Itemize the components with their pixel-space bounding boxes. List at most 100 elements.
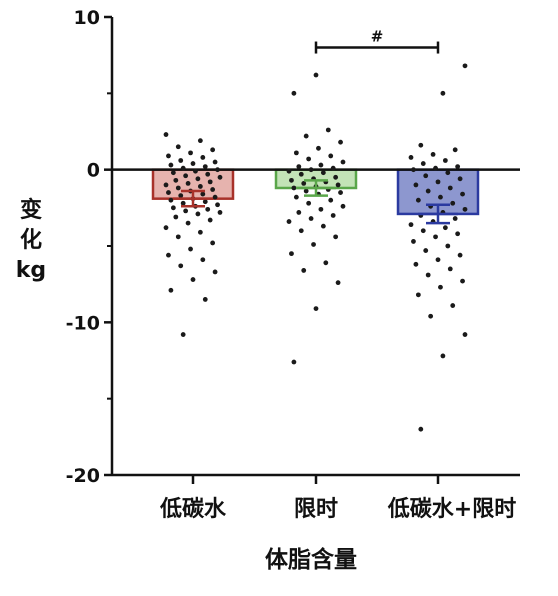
data-point (457, 252, 463, 258)
data-point (217, 210, 223, 215)
error-bars-layer (173, 179, 458, 225)
data-point (313, 72, 319, 78)
x-tick-label: 限时 (294, 497, 338, 522)
data-point (306, 200, 312, 206)
significance-bracket: # (314, 28, 440, 54)
data-point (207, 179, 213, 185)
data-point (411, 167, 416, 173)
data-point (215, 202, 220, 208)
data-point (450, 303, 456, 308)
data-point (286, 219, 292, 224)
data-point (291, 90, 297, 96)
data-point (457, 176, 463, 182)
data-point (438, 284, 443, 290)
data-point (442, 225, 448, 231)
data-point (170, 170, 176, 176)
data-point (289, 177, 294, 183)
data-point (328, 197, 334, 203)
data-point (205, 206, 211, 212)
data-point (175, 234, 181, 240)
data-point (435, 179, 441, 185)
data-point (188, 246, 193, 252)
data-point (197, 138, 203, 144)
data-point (296, 210, 302, 215)
data-point (425, 188, 431, 194)
data-point (455, 164, 461, 170)
data-point (447, 185, 453, 191)
data-point (197, 229, 203, 235)
data-point (183, 173, 189, 179)
data-point (215, 167, 220, 173)
data-point (340, 203, 346, 209)
data-point (330, 165, 336, 171)
y-axis-label-line-3: kg (15, 258, 47, 283)
data-point (338, 190, 343, 195)
data-point (445, 243, 451, 249)
data-point (178, 158, 184, 163)
data-point (425, 272, 431, 278)
data-point (320, 223, 326, 229)
data-point (293, 194, 299, 200)
data-point (333, 174, 339, 180)
data-point (408, 155, 414, 160)
data-point (452, 216, 458, 221)
data-point (190, 161, 196, 166)
data-point (423, 173, 429, 179)
data-point (333, 234, 339, 240)
x-tick-label: 低碳水 (159, 497, 227, 522)
data-point (178, 263, 184, 269)
data-point (323, 260, 329, 266)
data-point (185, 181, 191, 186)
y-tick-label: -20 (66, 465, 100, 487)
data-point (185, 220, 191, 226)
data-point (420, 228, 426, 234)
data-point (313, 306, 319, 311)
data-point (325, 127, 331, 133)
data-point (202, 297, 208, 302)
data-point (168, 162, 174, 168)
data-point (335, 280, 341, 286)
data-point (301, 268, 307, 273)
data-point (413, 182, 419, 188)
data-point (195, 211, 201, 217)
data-point (168, 197, 174, 203)
data-point (195, 176, 201, 182)
data-point (170, 205, 176, 211)
data-point (423, 248, 429, 253)
y-tick-label: -10 (66, 312, 100, 334)
data-point (328, 153, 334, 159)
data-point (330, 213, 336, 218)
data-point (291, 185, 297, 191)
data-point (452, 147, 458, 153)
data-point (445, 170, 451, 176)
data-point (163, 132, 169, 137)
data-point (462, 63, 468, 69)
data-point (212, 194, 218, 200)
data-point (175, 185, 181, 191)
data-point (180, 332, 186, 337)
data-point (340, 159, 346, 165)
y-tick-label: 0 (87, 160, 100, 182)
data-point (460, 278, 465, 284)
y-axis-label-line-2: 化 (19, 228, 42, 253)
data-point (435, 257, 441, 263)
data-point (418, 142, 424, 148)
data-point (202, 164, 208, 170)
data-point (316, 145, 321, 151)
data-point (438, 194, 443, 200)
data-point (308, 167, 314, 173)
x-axis-title: 体脂含量 (265, 547, 357, 573)
data-point (301, 181, 307, 186)
data-point (183, 208, 189, 214)
data-point (460, 191, 465, 197)
data-point (415, 292, 421, 298)
significance-label: # (371, 28, 384, 46)
data-point (200, 155, 206, 160)
data-point (293, 150, 299, 156)
data-point (320, 170, 326, 176)
data-point (440, 353, 446, 359)
data-point (210, 240, 216, 246)
data-point (163, 225, 169, 231)
y-axis-label-line-1: 变 (19, 198, 42, 223)
data-point (166, 190, 171, 195)
